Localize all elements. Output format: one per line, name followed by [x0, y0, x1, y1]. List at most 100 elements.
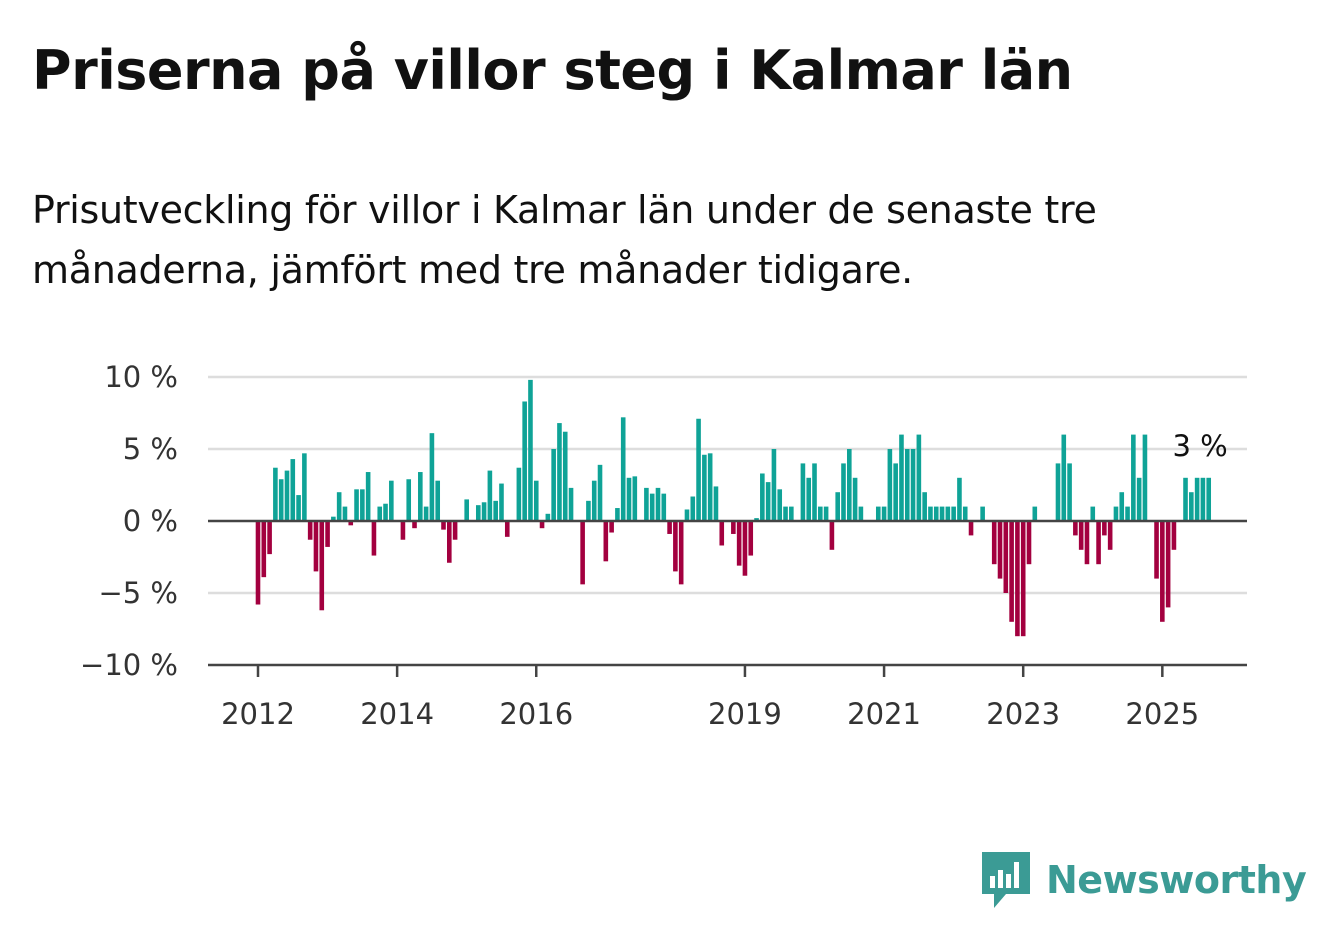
- newsworthy-logo-icon: [980, 850, 1032, 910]
- bar: [1206, 477, 1212, 521]
- bar: [1125, 506, 1130, 521]
- bar: [1194, 477, 1200, 521]
- bar: [551, 449, 556, 521]
- bar: [400, 521, 406, 540]
- bar: [962, 506, 968, 521]
- bar: [591, 480, 597, 521]
- bar: [760, 473, 765, 521]
- x-tick-label: 2023: [986, 697, 1060, 731]
- bar: [649, 493, 655, 521]
- bar: [742, 521, 748, 576]
- bar: [284, 470, 290, 521]
- bar: [447, 521, 452, 563]
- bar: [533, 480, 539, 521]
- bar: [313, 521, 319, 572]
- bar: [568, 487, 574, 521]
- bar: [597, 464, 603, 521]
- bar: [603, 521, 609, 562]
- bar: [1026, 521, 1032, 565]
- bar: [789, 506, 794, 521]
- bar: [504, 521, 510, 537]
- bar: [812, 463, 817, 521]
- bar: [354, 489, 359, 521]
- bar: [481, 502, 487, 521]
- bar: [1067, 463, 1072, 521]
- bar: [933, 506, 939, 521]
- x-tick-label: 2019: [708, 697, 782, 731]
- bar: [945, 506, 951, 521]
- axes: [208, 519, 1247, 667]
- bar: [418, 472, 423, 521]
- annotations: 3 %: [1172, 429, 1227, 463]
- bar: [562, 431, 568, 521]
- bar: [736, 521, 742, 566]
- bar: [1102, 521, 1107, 536]
- bar: [916, 434, 922, 521]
- grid-lines: [208, 375, 1247, 595]
- bar: [765, 482, 771, 521]
- bar: [910, 449, 916, 521]
- bar: [267, 521, 272, 555]
- brand-logo[interactable]: Newsworthy: [980, 850, 1307, 910]
- bar: [707, 453, 713, 521]
- bar: [1189, 492, 1194, 521]
- bar: [893, 463, 898, 521]
- bar: [951, 506, 956, 521]
- bar: [1078, 521, 1084, 550]
- bar: [1136, 477, 1142, 521]
- bar: [307, 521, 313, 540]
- bar: [829, 521, 835, 550]
- bar: [302, 453, 307, 521]
- bar: [818, 506, 823, 521]
- bar: [841, 463, 846, 521]
- bar: [336, 492, 342, 521]
- y-axis-labels: 10 % 5 % 0 % −5 % −10 %: [80, 360, 178, 682]
- bar: [980, 506, 985, 521]
- bar: [406, 479, 412, 521]
- bar: [557, 423, 562, 521]
- page-title: Priserna på villor steg i Kalmar län: [32, 39, 1073, 102]
- bar: [806, 477, 812, 521]
- bar: [771, 449, 777, 521]
- bar: [928, 506, 933, 521]
- x-tick-label: 2012: [221, 697, 295, 731]
- bar: [609, 521, 614, 533]
- bar: [452, 521, 458, 540]
- y-tick-label: 10 %: [104, 360, 178, 394]
- bar: [1171, 521, 1177, 550]
- bar: [615, 508, 620, 521]
- bar: [296, 495, 301, 521]
- bar: [1032, 506, 1038, 521]
- x-tick-label: 2025: [1125, 697, 1199, 731]
- bar: [348, 521, 354, 526]
- bar: [968, 521, 974, 536]
- bar: [360, 489, 365, 521]
- bar: [887, 449, 893, 521]
- bar: [847, 449, 852, 521]
- bar: [377, 506, 383, 521]
- bar: [713, 486, 719, 521]
- bar: [1020, 521, 1026, 637]
- y-tick-label: 5 %: [123, 432, 178, 466]
- bar: [852, 477, 858, 521]
- bar: [632, 476, 638, 521]
- bar: [255, 521, 261, 605]
- bar: [371, 521, 377, 556]
- bar: [1131, 434, 1136, 521]
- bar: [899, 434, 904, 521]
- bar: [429, 433, 435, 521]
- bar: [673, 521, 678, 572]
- bar: [922, 492, 927, 521]
- y-tick-label: 0 %: [123, 504, 178, 538]
- bar: [435, 480, 441, 521]
- bar: [331, 516, 336, 521]
- bar: [539, 521, 545, 529]
- bar: [499, 483, 504, 521]
- bar: [516, 467, 522, 521]
- bar: [1142, 434, 1148, 521]
- bar: [684, 509, 690, 521]
- bar: [858, 506, 864, 521]
- bar: [487, 470, 493, 521]
- bar: [290, 459, 296, 521]
